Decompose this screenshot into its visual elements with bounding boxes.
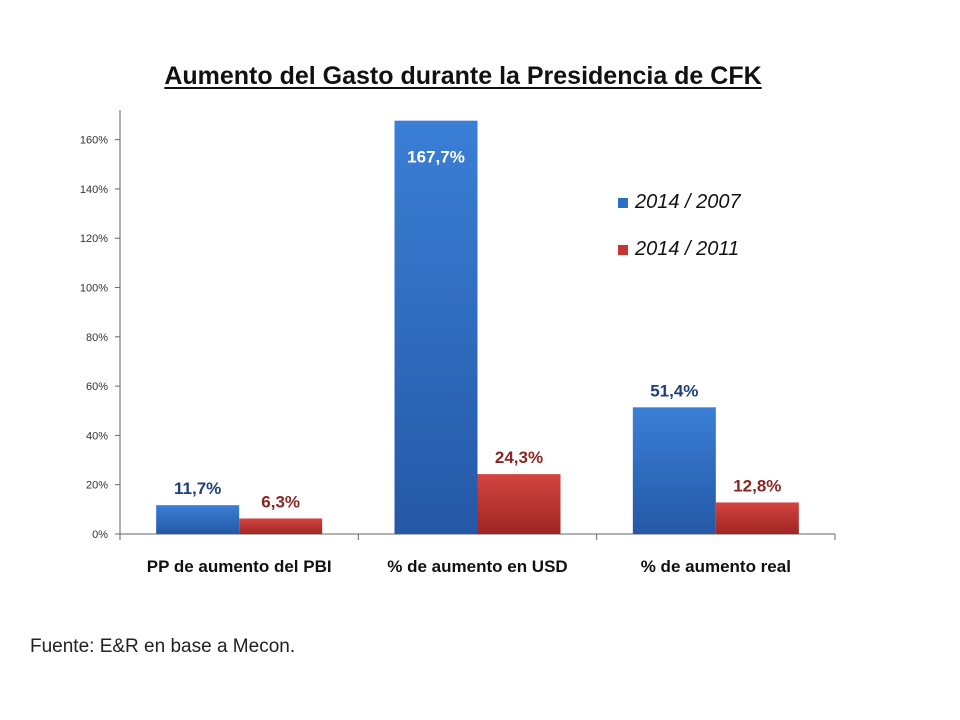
bars xyxy=(156,120,799,534)
y-tick-label: 160% xyxy=(80,135,108,147)
legend-swatch xyxy=(618,198,628,208)
data-label: 51,4% xyxy=(650,381,698,400)
legend-label: 2014 / 2011 xyxy=(634,238,739,260)
y-tick-label: 120% xyxy=(80,233,108,245)
data-label: 167,7% xyxy=(407,148,465,167)
legend: 2014 / 2007 2014 / 2011 xyxy=(618,191,742,260)
category-label: PP de aumento del PBI xyxy=(147,557,332,576)
data-label: 6,3% xyxy=(261,492,300,511)
bar-2014-2007-2 xyxy=(394,120,478,534)
chart-title: Aumento del Gasto durante la Presidencia… xyxy=(164,62,762,90)
y-tick-label: 100% xyxy=(80,283,108,295)
category-label: % de aumento en USD xyxy=(387,557,567,576)
category-label: % de aumento real xyxy=(641,557,791,576)
bar-2014-2011-3 xyxy=(715,502,799,534)
bar-2014-2011-2 xyxy=(477,474,561,534)
data-label: 24,3% xyxy=(495,448,543,467)
y-tick-label: 60% xyxy=(86,381,108,393)
y-tick-label: 20% xyxy=(86,480,108,492)
y-tick-label: 80% xyxy=(86,332,108,344)
source-note: Fuente: E&R en base a Mecon. xyxy=(30,636,296,657)
data-label: 12,8% xyxy=(733,476,781,495)
data-labels: 11,7% 6,3% 167,7% 24,3% 51,4% 12,8% xyxy=(174,148,781,512)
y-tick-label: 40% xyxy=(86,430,108,442)
y-tick-label: 140% xyxy=(80,184,108,196)
bar-2014-2007-1 xyxy=(156,505,240,534)
data-label: 11,7% xyxy=(174,479,221,498)
legend-label: 2014 / 2007 xyxy=(634,191,742,213)
bar-2014-2007-3 xyxy=(632,407,716,534)
legend-swatch xyxy=(618,245,628,255)
y-tick-label: 0% xyxy=(92,529,108,541)
bar-2014-2011-1 xyxy=(239,518,323,534)
